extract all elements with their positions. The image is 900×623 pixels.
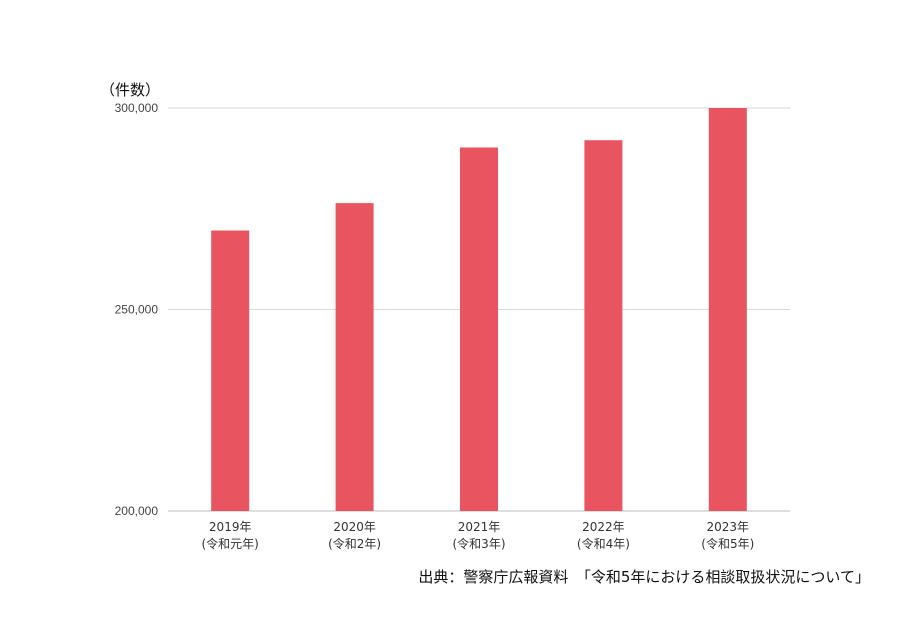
x-tick-label: 2021年	[458, 520, 501, 534]
bar	[584, 140, 623, 512]
x-tick-label: (令和5年)	[701, 536, 754, 551]
source-note: 出典：警察庁広報資料 「令和5年における相談取扱状況について」	[418, 568, 870, 586]
x-tick-label: (令和2年)	[328, 536, 381, 551]
bar	[460, 147, 498, 511]
x-tick-label: 2022年	[582, 520, 625, 534]
x-tick-label: (令和4年)	[577, 536, 630, 551]
y-axis-title: （件数）	[100, 81, 160, 99]
bar	[708, 108, 747, 511]
bar	[211, 230, 250, 511]
x-tick-label: 2020年	[333, 520, 376, 534]
y-tick-label: 250,000	[115, 303, 159, 317]
x-tick-label: (令和3年)	[453, 536, 506, 551]
y-tick-label: 200,000	[115, 504, 159, 518]
x-tick-label: 2023年	[707, 520, 750, 534]
bar	[335, 203, 374, 511]
x-tick-label: (令和元年)	[202, 536, 259, 551]
x-tick-label: 2019年	[209, 520, 252, 534]
y-tick-label: 300,000	[115, 101, 159, 115]
